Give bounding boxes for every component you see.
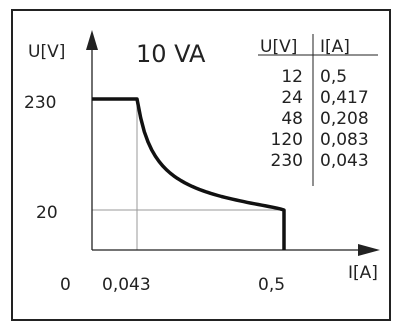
y-axis-label: U[V] xyxy=(28,42,65,62)
x-axis-label: I[A] xyxy=(348,263,378,283)
x-axis-arrow xyxy=(358,244,380,256)
x-tick-label-0-043: 0,043 xyxy=(102,275,151,295)
power-limit-curve xyxy=(92,97,286,250)
table-cell-voltage: 48 xyxy=(281,109,303,129)
x-tick-label-0-5: 0,5 xyxy=(258,275,285,295)
y-tick-label-20: 20 xyxy=(36,203,58,223)
origin-label: 0 xyxy=(60,275,71,295)
table-cell-current: 0,043 xyxy=(320,151,369,171)
table-cell-current: 0,5 xyxy=(320,67,347,87)
chart-border xyxy=(11,9,391,321)
table-cell-current: 0,417 xyxy=(320,88,369,108)
table-header-voltage: U[V] xyxy=(260,37,297,57)
table-cell-current: 0,208 xyxy=(320,109,369,129)
table-cell-voltage: 120 xyxy=(271,130,303,150)
table-rows: 12 0,5 24 0,417 48 0,208 120 0,083 230 0,043 xyxy=(271,67,369,171)
chart-title: 10 VA xyxy=(136,40,206,68)
table-cell-voltage: 230 xyxy=(271,151,303,171)
table-cell-current: 0,083 xyxy=(320,130,369,150)
y-tick-label-230: 230 xyxy=(24,93,56,113)
table-cell-voltage: 24 xyxy=(281,88,303,108)
table-header-current: I[A] xyxy=(320,37,350,57)
table-cell-voltage: 12 xyxy=(281,67,303,87)
y-axis-arrow xyxy=(86,30,98,50)
